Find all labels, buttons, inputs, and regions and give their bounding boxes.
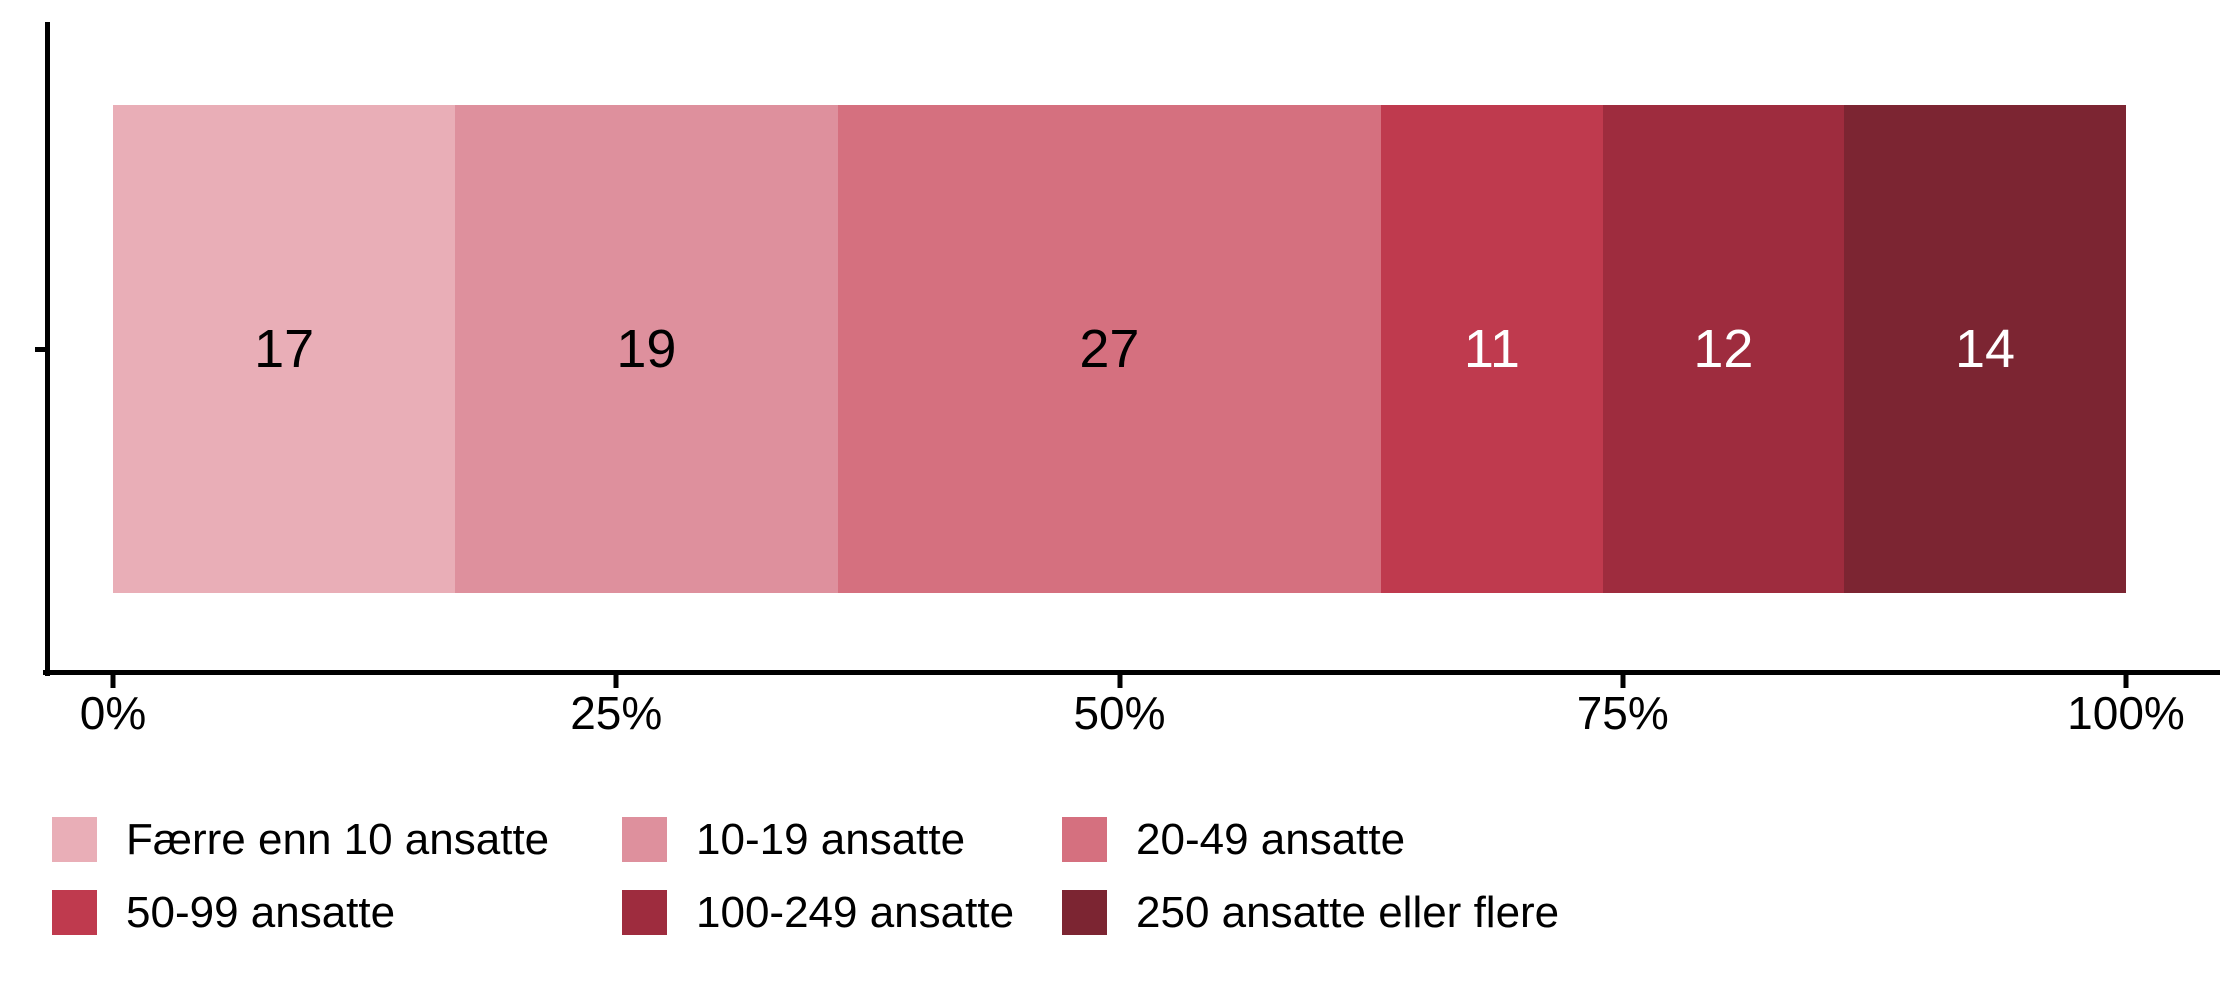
legend-swatch	[52, 890, 97, 935]
x-axis-tick-label: 25%	[570, 687, 663, 739]
y-axis-line	[45, 22, 50, 676]
stacked-bar: 17 19 27 11 12 14	[113, 105, 2126, 593]
bar-segment-value: 27	[1079, 319, 1140, 379]
legend-item: 20-49 ansatte	[1062, 817, 1405, 862]
y-axis-tick	[35, 347, 45, 352]
x-axis-tick	[1620, 675, 1626, 688]
legend-swatch	[622, 890, 667, 935]
bar-segment-value: 17	[254, 319, 315, 379]
x-axis-line	[43, 670, 2220, 675]
x-axis-tick-label: 50%	[1073, 687, 1166, 739]
x-axis-tick	[1117, 675, 1122, 688]
bar-segment-value: 14	[1955, 319, 2016, 379]
legend-label: 50-99 ansatte	[126, 887, 396, 937]
bar-segment-5: 12	[1602, 105, 1845, 593]
bar-segment-value: 12	[1693, 319, 1754, 379]
legend-label: Færre enn 10 ansatte	[126, 814, 550, 864]
legend-item: 10-19 ansatte	[622, 817, 965, 862]
bar-segment-2: 19	[455, 105, 838, 593]
x-axis-tick-label: 75%	[1576, 687, 1669, 739]
legend-swatch	[1062, 890, 1107, 935]
x-axis-tick-labels: 0% 25% 50% 75% 100%	[80, 687, 2185, 740]
x-axis-ticks	[110, 675, 2129, 688]
bar-segment-value: 11	[1463, 319, 1520, 379]
x-axis-tick	[613, 675, 619, 688]
legend-item: 250 ansatte eller flere	[1062, 890, 1559, 935]
legend-swatch	[52, 817, 97, 862]
x-axis-tick	[2123, 675, 2129, 688]
legend-label: 250 ansatte eller flere	[1136, 887, 1560, 937]
legend-label: 10-19 ansatte	[696, 814, 966, 864]
legend-swatch	[1062, 817, 1107, 862]
legend-swatch	[622, 817, 667, 862]
legend-item: 100-249 ansatte	[622, 890, 1014, 935]
legend-item: Færre enn 10 ansatte	[52, 817, 549, 862]
legend-label: 100-249 ansatte	[696, 887, 1015, 937]
bar-segment-4: 11	[1381, 105, 1603, 593]
x-axis-tick-label: 100%	[2067, 687, 2185, 739]
x-axis-tick-label: 0%	[79, 687, 147, 739]
legend-item: 50-99 ansatte	[52, 890, 395, 935]
x-axis-tick	[110, 675, 116, 688]
bar-segment-1: 17	[113, 105, 456, 593]
legend-label: 20-49 ansatte	[1136, 814, 1406, 864]
bar-segment-value: 19	[616, 319, 677, 379]
bar-segment-3: 27	[837, 105, 1382, 593]
bar-segment-6: 14	[1844, 105, 2126, 593]
